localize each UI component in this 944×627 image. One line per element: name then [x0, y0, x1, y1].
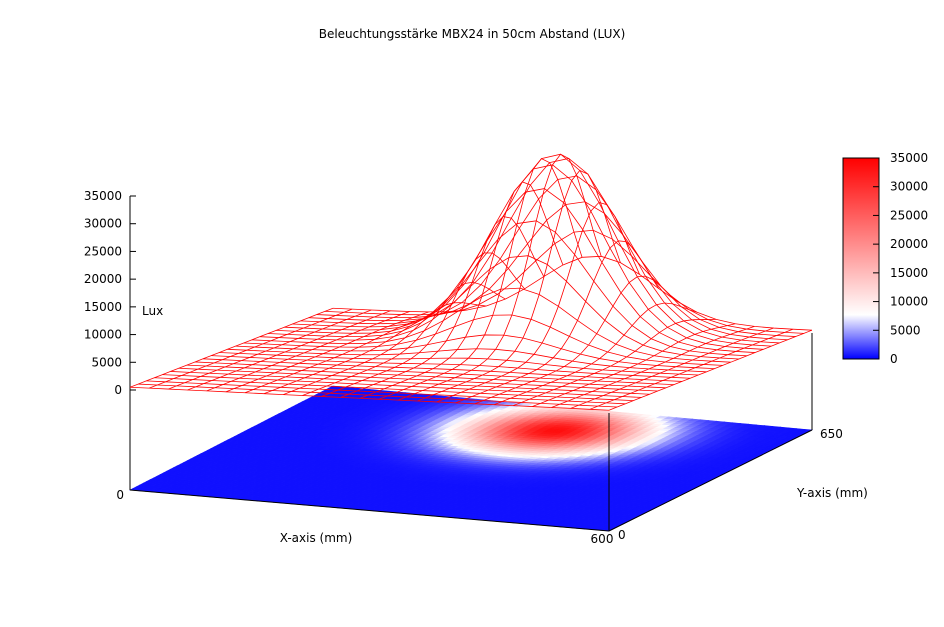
surface-mesh-line [168, 309, 372, 390]
surface-mesh-line [284, 164, 764, 350]
z-tick-label: 10000 [84, 328, 122, 342]
surface-mesh-line [332, 255, 813, 331]
surface-mesh-line [187, 310, 391, 391]
colorbar-tick-label: 5000 [890, 323, 921, 337]
surface-mesh-line [129, 307, 334, 388]
surface-mesh-line [359, 181, 564, 399]
colorbar-tick-label: 10000 [890, 295, 928, 309]
surface-mesh-line [170, 371, 650, 395]
z-tick-label: 0 [114, 383, 122, 397]
z-tick-label: 15000 [84, 300, 122, 314]
colorbar-tick-label: 25000 [890, 208, 928, 222]
z-tick-label: 20000 [84, 272, 122, 286]
surface-mesh [129, 153, 813, 411]
surface-mesh-line [589, 328, 793, 410]
colorbar-ticks: 0 5000 10000 15000 20000 25000 30000 35000 [873, 151, 928, 366]
z-tick-label: 30000 [84, 217, 122, 231]
colorbar-tick-label: 35000 [890, 151, 928, 165]
surface-mesh-line [493, 302, 698, 406]
surface-mesh-line [283, 302, 487, 395]
x-axis-tick-0: 0 [116, 488, 124, 502]
surface-mesh-line [308, 175, 788, 341]
surface-mesh-line [300, 158, 780, 344]
floor-heatmap [128, 385, 814, 532]
colorbar-tick-label: 0 [890, 352, 898, 366]
x-axis-label: X-axis (mm) [280, 531, 353, 545]
y-axis-tick-0: 0 [618, 528, 626, 542]
z-axis-label: Lux [142, 304, 163, 318]
y-axis-label: Y-axis (mm) [796, 486, 868, 500]
colorbar [842, 157, 880, 360]
colorbar-tick-label: 15000 [890, 266, 928, 280]
surface-mesh-line [244, 311, 449, 394]
surface-mesh-line [532, 323, 736, 407]
z-axis-ticks: 0 5000 10000 15000 20000 25000 30000 35000 [84, 189, 136, 397]
surface-mesh-line [227, 348, 707, 373]
z-tick-label: 5000 [91, 355, 122, 369]
chart-title: Beleuchtungsstärke MBX24 in 50cm Abstand… [319, 27, 626, 41]
surface-mesh-line [608, 329, 813, 411]
z-tick-label: 35000 [84, 189, 122, 203]
y-axis-tick-650: 650 [820, 427, 843, 441]
surface-mesh-line [219, 352, 699, 376]
surface-mesh-line [149, 308, 353, 389]
x-axis-tick-600: 600 [591, 532, 614, 546]
z-tick-label: 25000 [84, 244, 122, 258]
surface-mesh-line [378, 158, 583, 400]
colorbar-tick-label: 20000 [890, 237, 928, 251]
surface-mesh-line [225, 311, 429, 393]
colorbar-tick-label: 30000 [890, 180, 928, 194]
surface-mesh-line [551, 326, 755, 408]
surface-mesh-line [178, 367, 658, 392]
